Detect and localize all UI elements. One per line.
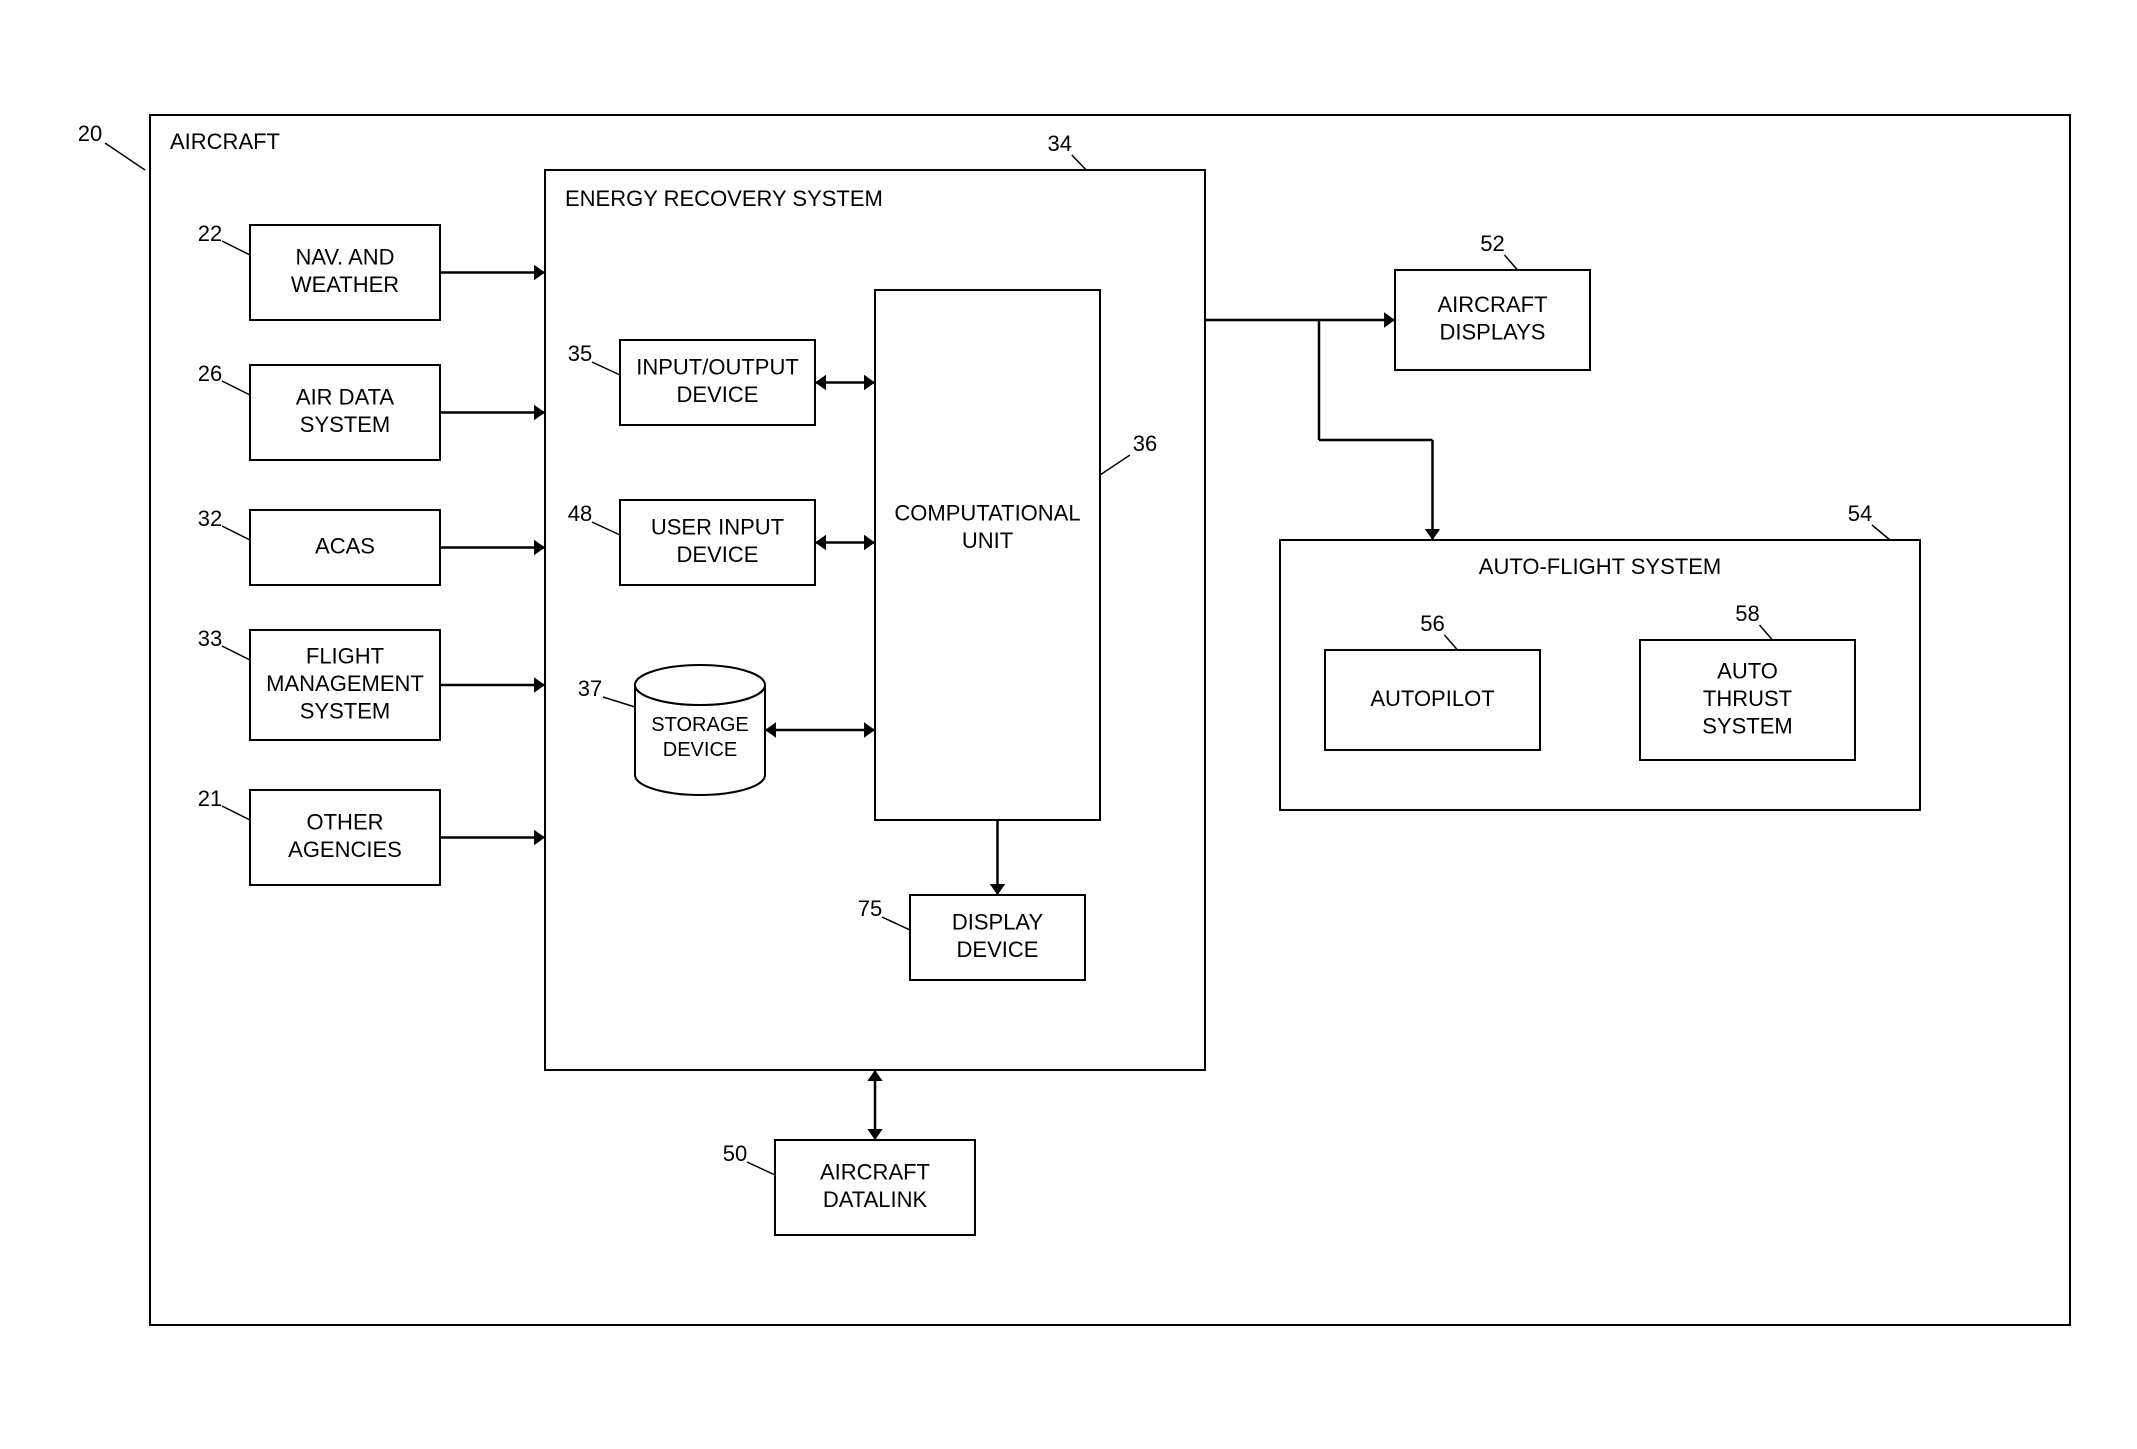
svg-text:DEVICE: DEVICE <box>677 542 759 567</box>
svg-text:58: 58 <box>1735 601 1759 626</box>
svg-text:COMPUTATIONAL: COMPUTATIONAL <box>894 501 1080 526</box>
svg-text:AIRCRAFT: AIRCRAFT <box>1438 292 1548 317</box>
svg-text:THRUST: THRUST <box>1703 686 1792 711</box>
svg-text:FLIGHT: FLIGHT <box>306 643 384 668</box>
svg-text:DEVICE: DEVICE <box>957 937 1039 962</box>
svg-text:SYSTEM: SYSTEM <box>300 698 390 723</box>
svg-text:DISPLAY: DISPLAY <box>952 910 1044 935</box>
svg-text:AUTO-FLIGHT SYSTEM: AUTO-FLIGHT SYSTEM <box>1479 554 1721 579</box>
svg-text:UNIT: UNIT <box>962 528 1013 553</box>
svg-text:ACAS: ACAS <box>315 533 375 558</box>
svg-text:33: 33 <box>198 626 222 651</box>
svg-text:22: 22 <box>198 221 222 246</box>
svg-text:ENERGY RECOVERY SYSTEM: ENERGY RECOVERY SYSTEM <box>565 186 883 211</box>
svg-text:56: 56 <box>1420 611 1444 636</box>
svg-text:DEVICE: DEVICE <box>663 739 737 761</box>
svg-text:54: 54 <box>1848 501 1872 526</box>
svg-text:AGENCIES: AGENCIES <box>288 837 402 862</box>
svg-text:OTHER: OTHER <box>307 810 384 835</box>
svg-text:NAV. AND: NAV. AND <box>295 245 394 270</box>
svg-text:48: 48 <box>568 501 592 526</box>
svg-text:AUTOPILOT: AUTOPILOT <box>1370 686 1494 711</box>
svg-text:AIRCRAFT: AIRCRAFT <box>820 1160 930 1185</box>
svg-text:34: 34 <box>1048 131 1072 156</box>
svg-text:STORAGE: STORAGE <box>651 714 748 736</box>
svg-text:32: 32 <box>198 506 222 531</box>
svg-text:WEATHER: WEATHER <box>291 272 399 297</box>
svg-text:SYSTEM: SYSTEM <box>1702 713 1792 738</box>
svg-text:DEVICE: DEVICE <box>677 382 759 407</box>
svg-text:52: 52 <box>1480 231 1504 256</box>
svg-text:20: 20 <box>78 121 102 146</box>
svg-text:AIRCRAFT: AIRCRAFT <box>170 129 280 154</box>
svg-text:SYSTEM: SYSTEM <box>300 412 390 437</box>
svg-text:INPUT/OUTPUT: INPUT/OUTPUT <box>636 355 799 380</box>
svg-text:AIR DATA: AIR DATA <box>296 385 395 410</box>
svg-text:37: 37 <box>578 676 602 701</box>
svg-text:50: 50 <box>723 1141 747 1166</box>
svg-text:26: 26 <box>198 361 222 386</box>
svg-text:MANAGEMENT: MANAGEMENT <box>266 671 424 696</box>
svg-text:DATALINK: DATALINK <box>823 1187 928 1212</box>
svg-text:35: 35 <box>568 341 592 366</box>
svg-text:36: 36 <box>1133 431 1157 456</box>
svg-text:75: 75 <box>858 896 882 921</box>
svg-text:AUTO: AUTO <box>1717 658 1778 683</box>
diagram-root: AIRCRAFT 20 ENERGY RECOVERY SYSTEM 34 NAV. A… <box>78 115 2070 1325</box>
svg-text:21: 21 <box>198 786 222 811</box>
svg-text:USER INPUT: USER INPUT <box>651 515 784 540</box>
svg-text:DISPLAYS: DISPLAYS <box>1440 320 1546 345</box>
